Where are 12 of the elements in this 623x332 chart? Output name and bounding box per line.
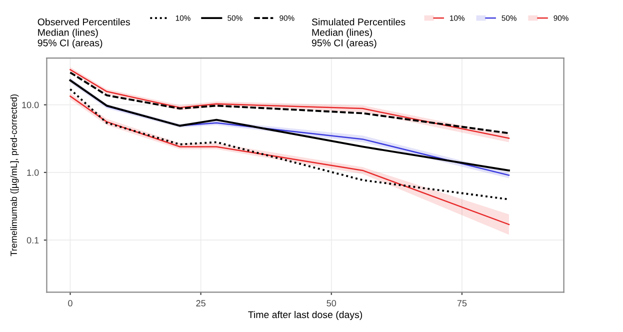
text: Observed Percentiles Median (lines) 95% CI (areas): [38, 18, 130, 48]
x-tick-label: 0: [68, 300, 72, 306]
x-tick-label: 75: [457, 300, 467, 306]
x-axis-title: Time after last dose (days): [248, 310, 362, 320]
x-tick-label: 50: [326, 300, 336, 306]
line-series: [69, 88, 510, 200]
x-tick-label: 25: [196, 300, 206, 306]
y-tick-label: 10.0: [22, 102, 39, 108]
y-tick-label: 0.1: [26, 237, 39, 244]
y-axis-title: Tremelimumab ([µg/mL], pred-corrected): [10, 94, 19, 256]
y-tick-label: 1.0: [27, 169, 39, 176]
text: Simulated Percentiles Median (lines) 95% CI (areas): [312, 18, 406, 48]
